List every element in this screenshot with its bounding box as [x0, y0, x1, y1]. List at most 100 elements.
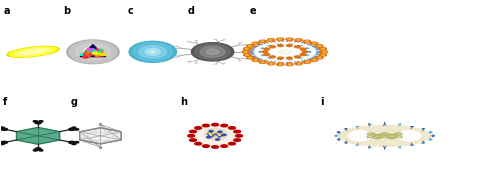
Circle shape	[276, 63, 284, 66]
Circle shape	[319, 54, 326, 56]
Circle shape	[0, 143, 4, 145]
Circle shape	[259, 40, 266, 43]
Circle shape	[319, 47, 326, 50]
Ellipse shape	[129, 41, 176, 62]
Circle shape	[86, 51, 90, 52]
Circle shape	[195, 127, 202, 129]
Circle shape	[306, 62, 309, 63]
Circle shape	[228, 127, 235, 129]
Circle shape	[286, 45, 292, 47]
Circle shape	[34, 150, 38, 151]
Polygon shape	[16, 128, 60, 144]
Circle shape	[306, 41, 308, 42]
Circle shape	[84, 52, 90, 54]
Circle shape	[2, 141, 8, 144]
Circle shape	[209, 130, 213, 132]
Circle shape	[202, 124, 209, 127]
Circle shape	[86, 57, 89, 58]
Circle shape	[2, 128, 8, 130]
Circle shape	[90, 52, 96, 54]
Ellipse shape	[398, 131, 421, 141]
Circle shape	[276, 38, 284, 41]
Circle shape	[96, 49, 100, 50]
Circle shape	[322, 48, 324, 49]
Circle shape	[84, 56, 88, 58]
Ellipse shape	[194, 44, 230, 60]
Circle shape	[270, 63, 272, 64]
Circle shape	[304, 40, 310, 43]
Ellipse shape	[22, 50, 45, 54]
Circle shape	[316, 45, 323, 47]
Circle shape	[279, 64, 282, 65]
Circle shape	[94, 55, 100, 56]
Text: e: e	[250, 6, 256, 16]
Circle shape	[245, 48, 248, 49]
Circle shape	[190, 139, 196, 141]
Circle shape	[278, 57, 283, 59]
Circle shape	[312, 43, 316, 44]
Circle shape	[286, 38, 293, 41]
Circle shape	[318, 45, 321, 46]
Text: f: f	[3, 98, 8, 107]
Polygon shape	[80, 44, 106, 57]
Ellipse shape	[133, 43, 172, 61]
Ellipse shape	[338, 125, 430, 146]
Circle shape	[298, 63, 300, 64]
Circle shape	[270, 56, 275, 58]
Polygon shape	[80, 128, 121, 144]
Circle shape	[93, 50, 98, 52]
Circle shape	[313, 60, 316, 61]
Circle shape	[212, 146, 218, 148]
Circle shape	[316, 56, 323, 59]
Circle shape	[82, 56, 87, 58]
Circle shape	[297, 39, 300, 40]
Circle shape	[0, 129, 2, 130]
Ellipse shape	[200, 46, 225, 57]
Circle shape	[268, 39, 274, 41]
Circle shape	[286, 63, 293, 66]
Circle shape	[322, 51, 326, 52]
Ellipse shape	[76, 44, 110, 60]
Circle shape	[286, 57, 292, 59]
Circle shape	[34, 121, 38, 122]
Circle shape	[94, 50, 100, 52]
Circle shape	[278, 45, 283, 47]
Circle shape	[87, 49, 92, 50]
Circle shape	[212, 123, 218, 126]
Circle shape	[88, 52, 92, 53]
Circle shape	[252, 59, 260, 61]
Circle shape	[302, 51, 308, 53]
Circle shape	[247, 45, 254, 47]
Circle shape	[92, 52, 96, 54]
Ellipse shape	[150, 50, 156, 53]
Circle shape	[264, 48, 270, 50]
Circle shape	[294, 46, 300, 48]
Circle shape	[97, 54, 102, 56]
Circle shape	[228, 142, 235, 145]
Circle shape	[221, 145, 228, 147]
Circle shape	[294, 56, 300, 58]
Circle shape	[254, 60, 257, 61]
Circle shape	[218, 131, 222, 132]
Circle shape	[89, 49, 93, 50]
Text: c: c	[128, 6, 134, 16]
Circle shape	[269, 39, 272, 40]
Circle shape	[90, 52, 94, 53]
Circle shape	[206, 137, 210, 138]
Circle shape	[98, 49, 103, 51]
Circle shape	[90, 54, 94, 55]
Ellipse shape	[7, 47, 59, 57]
Ellipse shape	[204, 128, 228, 140]
Ellipse shape	[14, 48, 52, 55]
Circle shape	[262, 51, 268, 53]
Text: b: b	[63, 6, 70, 16]
Circle shape	[304, 61, 310, 63]
Circle shape	[87, 51, 92, 53]
Circle shape	[0, 141, 2, 143]
Circle shape	[322, 54, 324, 55]
Text: g: g	[70, 98, 78, 107]
Circle shape	[100, 54, 106, 56]
Ellipse shape	[278, 50, 291, 54]
Text: i: i	[320, 98, 324, 107]
Ellipse shape	[206, 49, 219, 55]
